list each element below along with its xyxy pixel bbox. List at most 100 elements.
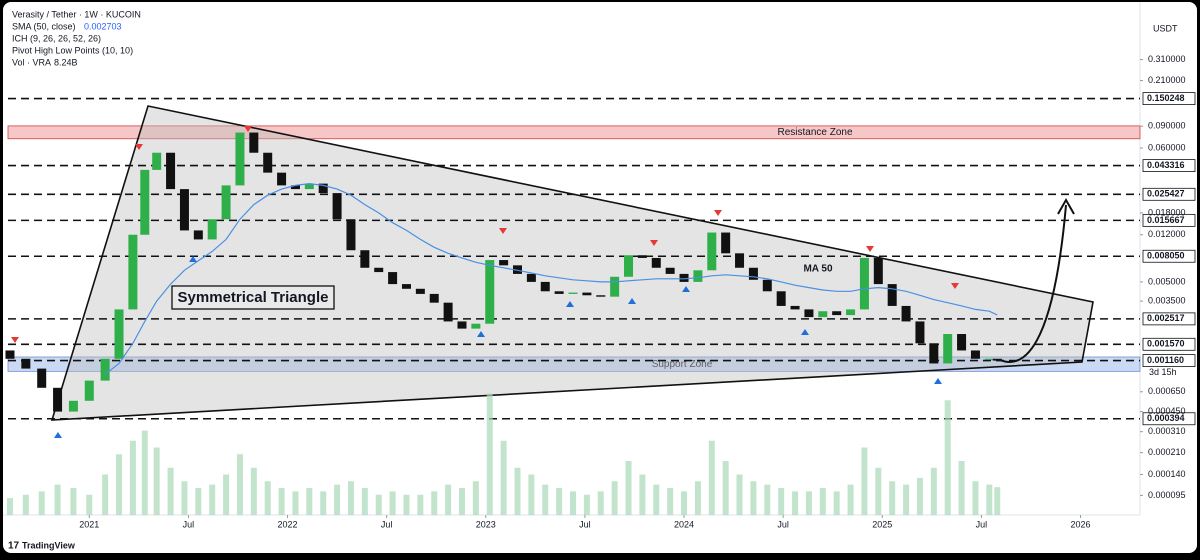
volume-bar — [722, 461, 729, 515]
volume-bar — [681, 491, 688, 515]
x-tick-label: Jul — [579, 519, 591, 529]
candle — [846, 309, 856, 316]
candle — [554, 291, 564, 294]
candle — [290, 185, 300, 190]
volume-bar — [445, 484, 452, 515]
volume — [6, 393, 1001, 515]
candle — [277, 172, 287, 186]
y-tick-label: 0.310000 — [1148, 54, 1186, 64]
candle — [457, 321, 467, 329]
candle — [360, 250, 370, 268]
volume-bar — [500, 440, 507, 515]
volume-bar — [389, 491, 396, 515]
volume-bar — [930, 467, 937, 515]
x-tick-label: 2024 — [674, 519, 694, 529]
candle — [429, 293, 439, 303]
y-tick-label: 0.000650 — [1148, 386, 1186, 396]
level-label: 0.008050 — [1147, 251, 1185, 261]
candle — [651, 257, 661, 268]
candle — [499, 260, 509, 266]
level-label: 0.000394 — [1147, 413, 1185, 423]
volume-bar — [278, 488, 285, 515]
candle — [346, 219, 356, 251]
zone-label: Resistance Zone — [777, 127, 852, 138]
volume-bar — [583, 494, 590, 515]
volume-bar — [708, 440, 715, 515]
candle — [901, 305, 911, 322]
level-label: 0.025427 — [1147, 189, 1185, 199]
volume-bar — [486, 393, 493, 515]
level-label: 0.015667 — [1147, 215, 1185, 225]
y-tick-label: 0.210000 — [1148, 75, 1186, 85]
volume-bar — [667, 488, 674, 515]
volume-bar — [195, 488, 202, 515]
volume-bar — [141, 430, 148, 515]
volume-bar — [861, 447, 868, 515]
candle — [221, 185, 231, 220]
y-tick-label: 0.000140 — [1148, 469, 1186, 479]
volume-bar — [167, 467, 174, 515]
sma-name: SMA (50, close) — [12, 21, 76, 31]
volume-bar — [334, 484, 341, 515]
candle — [984, 358, 994, 360]
pattern-label: Symmetrical Triangle — [178, 289, 329, 306]
candle — [128, 234, 138, 310]
candle — [721, 232, 731, 254]
legend: Verasity / Tether · 1W · KUCOIN SMA (50,… — [12, 9, 141, 67]
candle — [735, 253, 745, 268]
volume-bar — [70, 488, 77, 515]
volume-bar — [625, 461, 632, 515]
candle — [610, 276, 620, 297]
candle — [665, 267, 675, 274]
candle — [804, 309, 814, 318]
candle — [637, 255, 647, 258]
candle — [388, 272, 398, 285]
volume-bar — [375, 494, 382, 515]
volume-bar — [181, 481, 188, 515]
volume-bar — [264, 481, 271, 515]
candle — [679, 273, 689, 282]
y-tick-label: 0.000095 — [1148, 490, 1186, 500]
volume-bar — [994, 487, 1001, 515]
level-tag — [1142, 249, 1196, 263]
candle — [693, 270, 703, 282]
level-tag — [1142, 337, 1196, 351]
currency: USDT — [1153, 23, 1178, 33]
candle — [540, 281, 550, 292]
volume-bar — [972, 481, 979, 515]
candle — [915, 321, 925, 344]
symbol: Verasity / Tether · 1W · KUCOIN — [12, 9, 141, 19]
volume-bar — [528, 474, 535, 515]
level-label: 0.043316 — [1147, 160, 1185, 170]
x-tick-label: 2021 — [79, 519, 99, 529]
candle — [471, 323, 481, 329]
volume-bar — [320, 491, 327, 515]
volume-bar — [458, 488, 465, 515]
y-tick-label: 0.018000 — [1148, 207, 1186, 217]
level-tag — [1142, 92, 1196, 106]
volume-bar — [22, 494, 29, 515]
candle — [832, 311, 842, 316]
level-tag — [1142, 412, 1196, 426]
volume-bar — [306, 488, 313, 515]
volume-name: Vol · VRA — [12, 57, 51, 67]
volume-bar — [431, 491, 438, 515]
y-tick-label: 0.000210 — [1148, 447, 1186, 457]
volume-bar — [6, 498, 13, 515]
volume-bar — [472, 481, 479, 515]
y-tick-label: 0.090000 — [1148, 121, 1186, 131]
volume-bar — [736, 474, 743, 515]
volume-bar — [38, 491, 45, 515]
brand: TradingView — [22, 540, 76, 550]
candle — [193, 230, 203, 240]
y-tick-label: 0.000450 — [1148, 406, 1186, 416]
arrow-head — [1057, 197, 1075, 215]
volume-bar — [944, 400, 951, 515]
candle — [526, 273, 536, 282]
level-tag — [1142, 213, 1196, 227]
level-tag — [1142, 312, 1196, 326]
y-tick-label: 0.005000 — [1148, 276, 1186, 286]
candle — [970, 350, 980, 359]
candle — [859, 257, 869, 310]
volume-bar — [889, 481, 896, 515]
